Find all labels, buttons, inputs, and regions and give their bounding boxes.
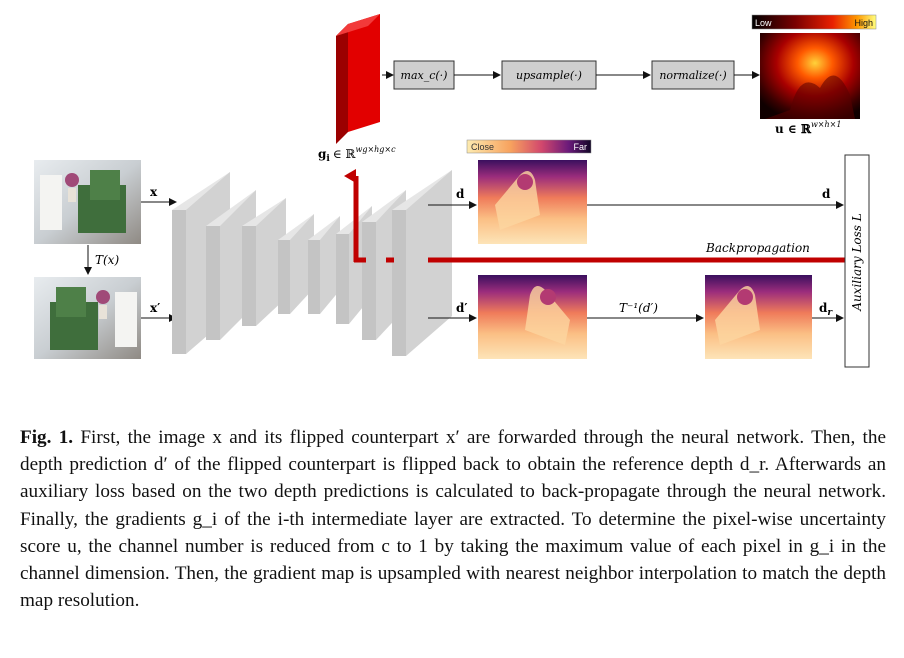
depth-far-label: Far — [574, 142, 588, 152]
layer-8 — [392, 170, 452, 356]
neural-network — [172, 170, 452, 356]
auxiliary-loss-box — [844, 154, 870, 368]
depth-colorbar — [466, 139, 592, 154]
uncertainty-map-detail — [765, 75, 855, 119]
d-flip-label: d′ — [456, 301, 468, 315]
layer-4 — [278, 214, 314, 314]
flipped-input-image — [34, 277, 141, 359]
gradient-label: gi ∈ ℝwg×hg×c — [318, 145, 396, 164]
heat-colorbar — [751, 14, 877, 30]
flipped-depth-map — [478, 275, 587, 359]
depth-map — [478, 160, 587, 244]
op-box-upsample — [501, 60, 597, 90]
dr-label: dr — [819, 301, 833, 318]
method-figure: gi ∈ ℝwg×hg×c max_c(·) upsample(·) normal… — [34, 14, 877, 368]
transform-label: T(x) — [95, 253, 119, 267]
backprop-label: Backpropagation — [705, 241, 810, 255]
caption-text: First, the image x and its flipped count… — [20, 427, 887, 612]
x-flip-label: x′ — [150, 301, 160, 315]
input-image — [34, 160, 141, 244]
op-label-max: max_c(·) — [401, 69, 448, 82]
caption-label: Fig. 1. — [20, 427, 74, 448]
d-label: d — [456, 187, 465, 201]
depth-close-label: Close — [471, 142, 494, 152]
layer-3 — [242, 198, 286, 326]
heat-high-label: High — [854, 18, 873, 28]
figure-caption: Fig. 1. First, the image x and its flipp… — [20, 424, 886, 614]
x-label: x — [150, 185, 158, 199]
inverse-transform-label: T⁻¹(d′) — [619, 301, 658, 315]
reference-depth-map — [705, 275, 812, 359]
uncertainty-label: u ∈ ℝw×h×1 — [775, 120, 841, 136]
d-out-label: d — [822, 187, 831, 201]
heat-low-label: Low — [755, 18, 772, 28]
op-box-normalize — [651, 60, 735, 90]
gradient-tensor — [336, 14, 380, 144]
op-label-normalize: normalize(·) — [659, 69, 726, 82]
auxiliary-loss-label: Auxiliary Loss L — [850, 213, 864, 311]
layer-5 — [308, 216, 340, 314]
op-label-upsample: upsample(·) — [516, 69, 582, 82]
